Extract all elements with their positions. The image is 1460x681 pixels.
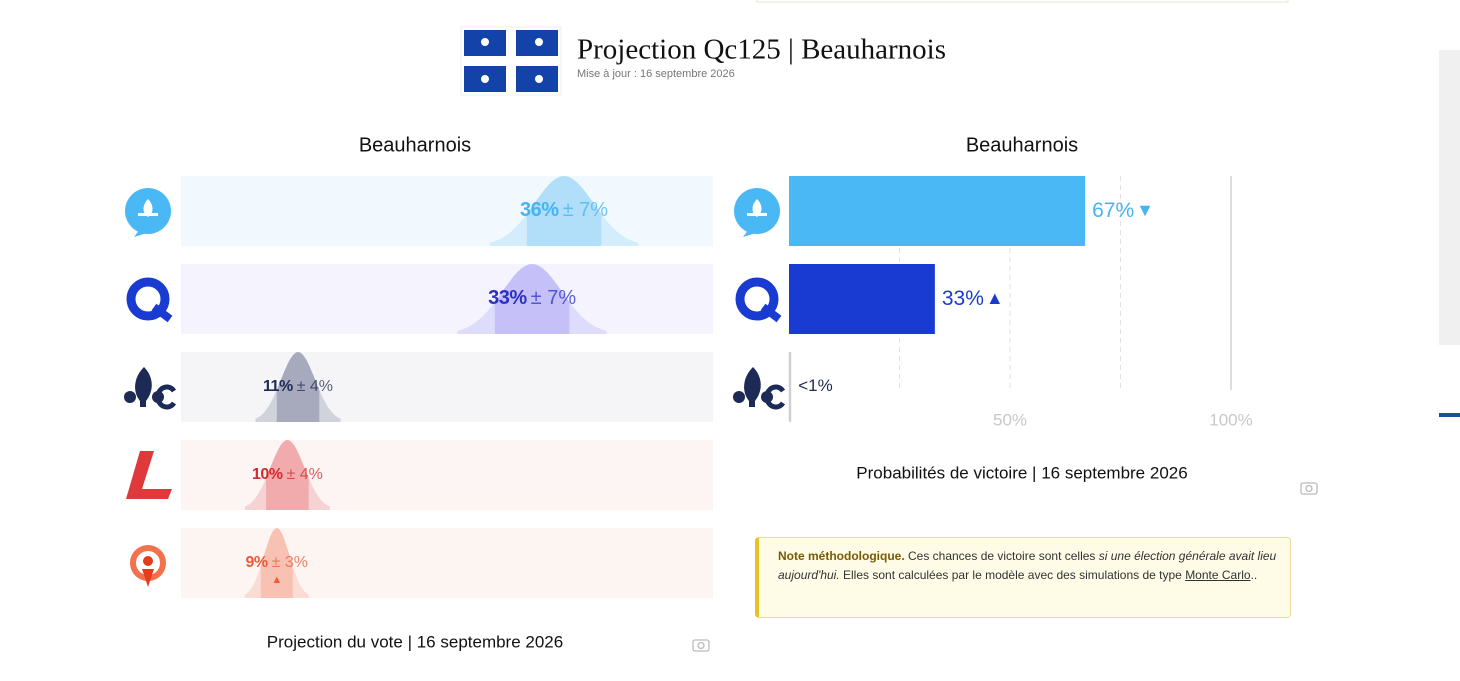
distribution-curve bbox=[457, 264, 607, 334]
vote-label: 9% ± 3% bbox=[246, 554, 308, 571]
vote-label: 10% ± 4% bbox=[252, 466, 323, 483]
side-marker bbox=[1439, 413, 1460, 417]
flag bbox=[460, 26, 562, 96]
note-link[interactable]: Monte Carlo bbox=[1185, 568, 1251, 582]
vote-chart-caption: Projection du vote | 16 septembre 2026 bbox=[267, 632, 563, 651]
row-background bbox=[181, 176, 713, 246]
camera-icon[interactable] bbox=[692, 639, 710, 652]
page-title: Projection Qc125 | Beauharnois bbox=[577, 34, 946, 66]
distribution-curve bbox=[244, 528, 309, 598]
distribution-curve bbox=[244, 440, 330, 510]
x-tick-label: 100% bbox=[1209, 410, 1252, 429]
win-trend: ▲ bbox=[986, 288, 1004, 308]
note-text: Elles sont calculées par le modèle avec … bbox=[839, 568, 1186, 582]
x-tick-label: 50% bbox=[993, 410, 1027, 429]
vote-margin: ± 4% bbox=[297, 378, 333, 395]
note-text: Ces chances de victoire sont celles bbox=[904, 549, 1099, 563]
distribution-curve bbox=[255, 352, 341, 422]
vote-margin: ± 4% bbox=[286, 466, 322, 483]
win-value: 67% bbox=[1092, 199, 1134, 222]
top-box bbox=[756, 0, 1289, 3]
note-lead: Note méthodologique. bbox=[778, 549, 905, 563]
vote-chart-title: Beauharnois bbox=[359, 134, 471, 156]
row-background bbox=[181, 264, 713, 334]
scrollbar bbox=[1439, 50, 1460, 345]
win-value: <1% bbox=[798, 376, 833, 395]
vote-value: 33% bbox=[488, 287, 527, 309]
vote-label: 36% ± 7% bbox=[520, 199, 608, 221]
vote-value: 9% bbox=[246, 554, 268, 571]
vote-label: 33% ± 7% bbox=[488, 287, 576, 309]
win-chart-title: Beauharnois bbox=[966, 134, 1078, 156]
win-bar bbox=[789, 264, 935, 334]
vote-value: 36% bbox=[520, 199, 559, 221]
vote-margin: ± 3% bbox=[272, 554, 308, 571]
vote-label: 11% ± 4% bbox=[263, 378, 333, 395]
camera-icon[interactable] bbox=[1300, 482, 1318, 495]
vote-value: 10% bbox=[252, 466, 283, 483]
row-background bbox=[181, 440, 713, 510]
vote-value: 11% bbox=[263, 378, 293, 395]
win-label: <1% bbox=[798, 376, 833, 395]
win-label: 33% ▲ bbox=[942, 287, 1004, 310]
win-bar bbox=[789, 176, 1086, 246]
note-end: .. bbox=[1250, 568, 1258, 582]
methodology-note: Note méthodologique. Ces chances de vict… bbox=[755, 537, 1291, 618]
win-label: 67% ▼ bbox=[1092, 199, 1154, 222]
distribution-curve bbox=[489, 176, 639, 246]
note-emphasis: si une élection générale avait lieu aujo… bbox=[778, 549, 1277, 582]
win-chart-caption: Probabilités de victoire | 16 septembre … bbox=[856, 463, 1187, 482]
win-value: 33% bbox=[942, 287, 984, 310]
vote-trend: ▲ bbox=[271, 574, 282, 586]
win-trend: ▼ bbox=[1136, 200, 1154, 220]
updated-date: Mise à jour : 16 septembre 2026 bbox=[577, 68, 735, 80]
win-bar bbox=[789, 352, 792, 422]
row-background bbox=[181, 528, 713, 598]
party-logos bbox=[124, 188, 786, 587]
vote-margin: ± 7% bbox=[531, 287, 577, 309]
vote-margin: ± 7% bbox=[563, 199, 609, 221]
row-background bbox=[181, 352, 713, 422]
